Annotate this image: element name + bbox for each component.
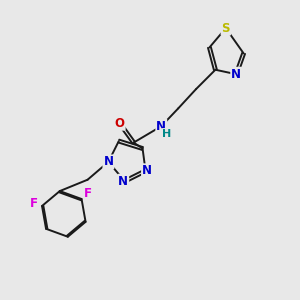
Text: H: H bbox=[162, 129, 171, 139]
Text: N: N bbox=[103, 155, 113, 168]
Text: N: N bbox=[118, 175, 128, 188]
Text: N: N bbox=[142, 164, 152, 177]
Text: O: O bbox=[115, 117, 125, 130]
Text: S: S bbox=[221, 22, 230, 34]
Text: F: F bbox=[84, 187, 92, 200]
Text: N: N bbox=[156, 120, 166, 133]
Text: N: N bbox=[231, 68, 241, 81]
Text: F: F bbox=[30, 196, 38, 210]
